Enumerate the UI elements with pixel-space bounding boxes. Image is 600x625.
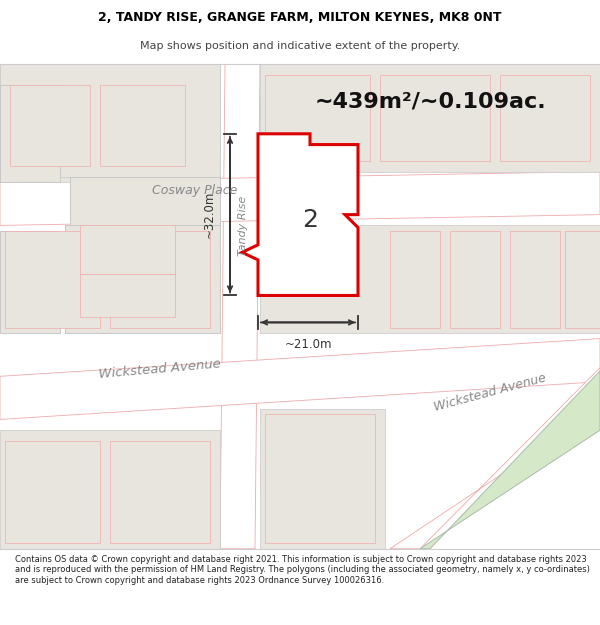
Polygon shape xyxy=(380,74,490,161)
Text: Map shows position and indicative extent of the property.: Map shows position and indicative extent… xyxy=(140,41,460,51)
Text: Tandy Rise: Tandy Rise xyxy=(238,195,248,256)
Polygon shape xyxy=(0,171,600,226)
Polygon shape xyxy=(0,339,600,419)
Text: Cosway Place: Cosway Place xyxy=(152,184,238,198)
Polygon shape xyxy=(265,414,375,543)
Polygon shape xyxy=(0,231,60,333)
Polygon shape xyxy=(5,441,100,543)
Text: ~21.0m: ~21.0m xyxy=(284,338,332,351)
Polygon shape xyxy=(242,134,358,296)
Polygon shape xyxy=(260,64,600,171)
Polygon shape xyxy=(420,371,600,549)
Polygon shape xyxy=(450,231,500,328)
Text: Wickstead Avenue: Wickstead Avenue xyxy=(433,371,548,414)
Text: Wickstead Avenue: Wickstead Avenue xyxy=(98,357,221,381)
Text: ~32.0m: ~32.0m xyxy=(203,191,216,238)
Polygon shape xyxy=(390,231,440,328)
Polygon shape xyxy=(390,368,600,549)
Polygon shape xyxy=(260,409,385,549)
Polygon shape xyxy=(500,74,590,161)
Polygon shape xyxy=(5,231,100,328)
Polygon shape xyxy=(260,226,600,333)
Polygon shape xyxy=(220,64,260,549)
Polygon shape xyxy=(70,177,220,226)
Polygon shape xyxy=(0,64,220,177)
Polygon shape xyxy=(110,441,210,543)
Text: ~439m²/~0.109ac.: ~439m²/~0.109ac. xyxy=(314,91,546,111)
Text: Contains OS data © Crown copyright and database right 2021. This information is : Contains OS data © Crown copyright and d… xyxy=(15,555,590,584)
Polygon shape xyxy=(10,85,90,166)
Polygon shape xyxy=(565,231,600,328)
Polygon shape xyxy=(80,226,175,274)
Polygon shape xyxy=(110,231,210,328)
Polygon shape xyxy=(100,85,185,166)
Polygon shape xyxy=(0,64,220,182)
Polygon shape xyxy=(0,430,220,549)
Polygon shape xyxy=(80,274,175,317)
Text: 2: 2 xyxy=(302,208,318,232)
Text: 2, TANDY RISE, GRANGE FARM, MILTON KEYNES, MK8 0NT: 2, TANDY RISE, GRANGE FARM, MILTON KEYNE… xyxy=(98,11,502,24)
Polygon shape xyxy=(510,231,560,328)
Polygon shape xyxy=(0,85,60,182)
Polygon shape xyxy=(265,74,370,161)
Polygon shape xyxy=(65,226,220,333)
